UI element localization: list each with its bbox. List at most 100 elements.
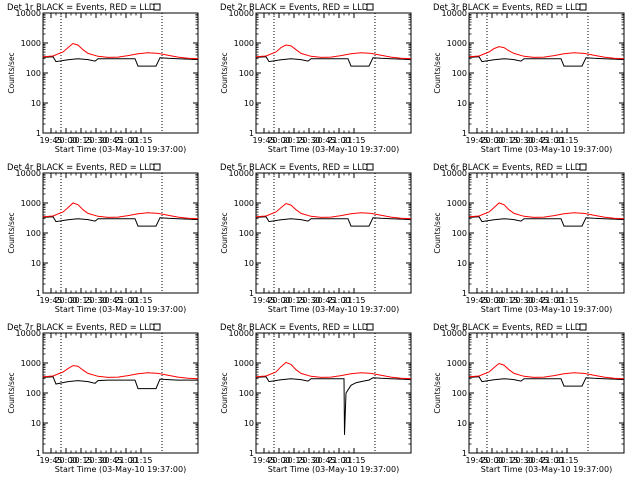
events-series-line — [468, 56, 625, 67]
y-tick-label: 1000 — [234, 199, 254, 208]
x-tick-label: 21:00 — [327, 456, 350, 465]
x-tick-label: 20:30 — [84, 296, 107, 305]
x-tick-label: 19:45 — [465, 456, 488, 465]
chart-panel-7: Det 7r BLACK = Events, RED = LLD 1 10 100 10… — [7, 322, 199, 474]
y-tick-label: 1 — [36, 289, 41, 298]
x-tick-label: 20:45 — [312, 296, 335, 305]
x-tick-label: 20:00 — [480, 456, 503, 465]
x-tick-label: 20:45 — [525, 296, 548, 305]
y-axis-label: Counts/sec — [220, 52, 229, 93]
chart-title: Det 1r BLACK = Events, RED = LLD — [7, 2, 155, 12]
y-tick-label: 1000 — [447, 39, 467, 48]
x-tick-label: 19:45 — [252, 296, 275, 305]
events-series-line — [255, 56, 412, 67]
x-tick-label: 20:00 — [267, 296, 290, 305]
plot-frame — [468, 332, 625, 454]
y-axis-label: Counts/sec — [220, 212, 229, 253]
x-axis-label: Start Time (03-May-10 19:37:00) — [55, 305, 186, 314]
events-series-line — [468, 376, 625, 387]
chart-panel-2: Det 2r BLACK = Events, RED = LLD 1 10 100 10… — [220, 2, 412, 154]
x-tick-label: 20:15 — [282, 296, 305, 305]
x-tick-label: 21:15 — [342, 296, 365, 305]
y-tick-label: 1000 — [234, 359, 254, 368]
x-tick-label: 20:15 — [69, 296, 92, 305]
y-tick-label: 10 — [457, 259, 467, 268]
y-tick-label: 1000 — [21, 39, 41, 48]
x-tick-label: 20:15 — [282, 136, 305, 145]
x-tick-label: 20:45 — [99, 136, 122, 145]
lld-series-line — [42, 365, 199, 380]
x-tick-label: 21:15 — [342, 456, 365, 465]
y-axis-label: Counts/sec — [433, 52, 442, 93]
title-marker-box — [579, 3, 587, 11]
x-tick-label: 21:15 — [129, 456, 152, 465]
x-tick-label: 20:30 — [510, 136, 533, 145]
chart-panel-8: Det 8r BLACK = Events, RED = LLD 1 10 100 10… — [220, 322, 412, 474]
y-tick-label: 100 — [452, 229, 467, 238]
x-axis-label: Start Time (03-May-10 19:37:00) — [268, 145, 399, 154]
chart-title: Det 9r BLACK = Events, RED = LLD — [433, 322, 581, 332]
y-tick-label: 100 — [239, 229, 254, 238]
y-tick-label: 10000 — [442, 9, 467, 18]
x-tick-label: 21:00 — [540, 456, 563, 465]
title-marker-box — [153, 323, 161, 331]
plot-frame — [255, 172, 412, 294]
chart-title: Det 5r BLACK = Events, RED = LLD — [220, 162, 368, 172]
chart-title: Det 7r BLACK = Events, RED = LLD — [7, 322, 155, 332]
x-tick-label: 21:00 — [114, 296, 137, 305]
y-tick-label: 10000 — [442, 329, 467, 338]
x-axis-label: Start Time (03-May-10 19:37:00) — [55, 465, 186, 474]
x-tick-label: 20:45 — [99, 456, 122, 465]
lld-series-line — [468, 362, 625, 380]
y-tick-label: 10000 — [229, 9, 254, 18]
x-tick-label: 21:00 — [327, 296, 350, 305]
y-tick-label: 10 — [31, 419, 41, 428]
x-tick-label: 20:15 — [495, 296, 518, 305]
plot-frame — [42, 12, 199, 134]
y-tick-label: 1 — [36, 129, 41, 138]
x-tick-label: 20:00 — [267, 456, 290, 465]
x-axis-label: Start Time (03-May-10 19:37:00) — [481, 145, 612, 154]
x-tick-label: 20:00 — [480, 296, 503, 305]
x-tick-label: 19:45 — [252, 456, 275, 465]
x-axis-label: Start Time (03-May-10 19:37:00) — [268, 465, 399, 474]
plot-frame — [255, 332, 412, 454]
plot-frame — [255, 12, 412, 134]
x-tick-label: 19:45 — [252, 136, 275, 145]
x-tick-label: 20:45 — [525, 136, 548, 145]
y-tick-label: 1000 — [21, 199, 41, 208]
y-tick-label: 10 — [31, 99, 41, 108]
lld-series-line — [255, 202, 412, 220]
events-series-line — [42, 56, 199, 67]
y-tick-label: 1 — [462, 129, 467, 138]
x-tick-label: 20:30 — [297, 456, 320, 465]
x-tick-label: 21:15 — [129, 136, 152, 145]
x-tick-label: 20:15 — [282, 456, 305, 465]
chart-panel-5: Det 5r BLACK = Events, RED = LLD 1 10 100 10… — [220, 162, 412, 314]
x-tick-label: 20:30 — [510, 296, 533, 305]
y-tick-label: 10 — [31, 259, 41, 268]
x-tick-label: 20:15 — [69, 136, 92, 145]
x-tick-label: 20:15 — [495, 456, 518, 465]
y-tick-label: 1000 — [21, 359, 41, 368]
events-series-line — [42, 376, 198, 390]
x-tick-label: 20:45 — [312, 456, 335, 465]
chart-panel-4: Det 4r BLACK = Events, RED = LLD 1 10 100 10… — [7, 162, 199, 314]
x-tick-label: 21:15 — [555, 296, 578, 305]
x-tick-label: 21:15 — [555, 136, 578, 145]
x-tick-label: 20:45 — [99, 296, 122, 305]
x-tick-label: 21:00 — [327, 136, 350, 145]
x-axis-label: Start Time (03-May-10 19:37:00) — [55, 145, 186, 154]
plot-frame — [468, 12, 625, 134]
y-axis-label: Counts/sec — [7, 212, 16, 253]
y-tick-label: 100 — [26, 389, 41, 398]
y-tick-label: 1 — [249, 449, 254, 458]
y-tick-label: 1000 — [447, 199, 467, 208]
lld-series-line — [468, 46, 625, 60]
chart-title: Det 2r BLACK = Events, RED = LLD — [220, 2, 368, 12]
x-tick-label: 20:45 — [312, 136, 335, 145]
chart-panel-3: Det 3r BLACK = Events, RED = LLD 1 10 100 10… — [433, 2, 625, 154]
x-tick-label: 19:45 — [465, 136, 488, 145]
title-marker-box — [366, 323, 374, 331]
